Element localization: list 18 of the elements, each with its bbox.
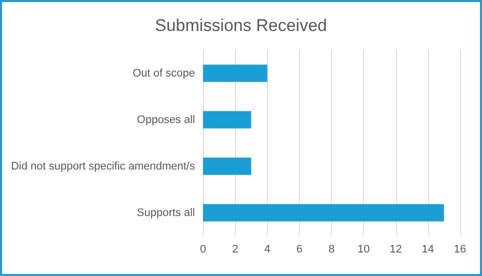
x-tick-label: 8 — [328, 244, 335, 256]
x-tick-label: 2 — [232, 244, 238, 256]
x-tick-label: 14 — [422, 244, 434, 256]
x-tick-label: 6 — [296, 244, 302, 256]
y-tick-label: Opposes all — [136, 114, 195, 126]
y-tick-label: Did not support specific amendment/s — [10, 160, 196, 172]
bar — [203, 111, 252, 128]
x-tick-label: 12 — [390, 244, 402, 256]
x-tick-label: 16 — [454, 244, 466, 256]
x-tick-label: 0 — [200, 244, 206, 256]
chart-title: Submissions Received — [155, 16, 327, 35]
bar — [203, 64, 268, 82]
x-tick-label: 4 — [264, 244, 270, 256]
bar — [203, 204, 444, 222]
y-tick-label: Out of scope — [132, 67, 195, 80]
y-tick-label: Supports all — [136, 206, 195, 219]
bar — [203, 158, 252, 175]
x-tick-label: 10 — [358, 244, 370, 256]
